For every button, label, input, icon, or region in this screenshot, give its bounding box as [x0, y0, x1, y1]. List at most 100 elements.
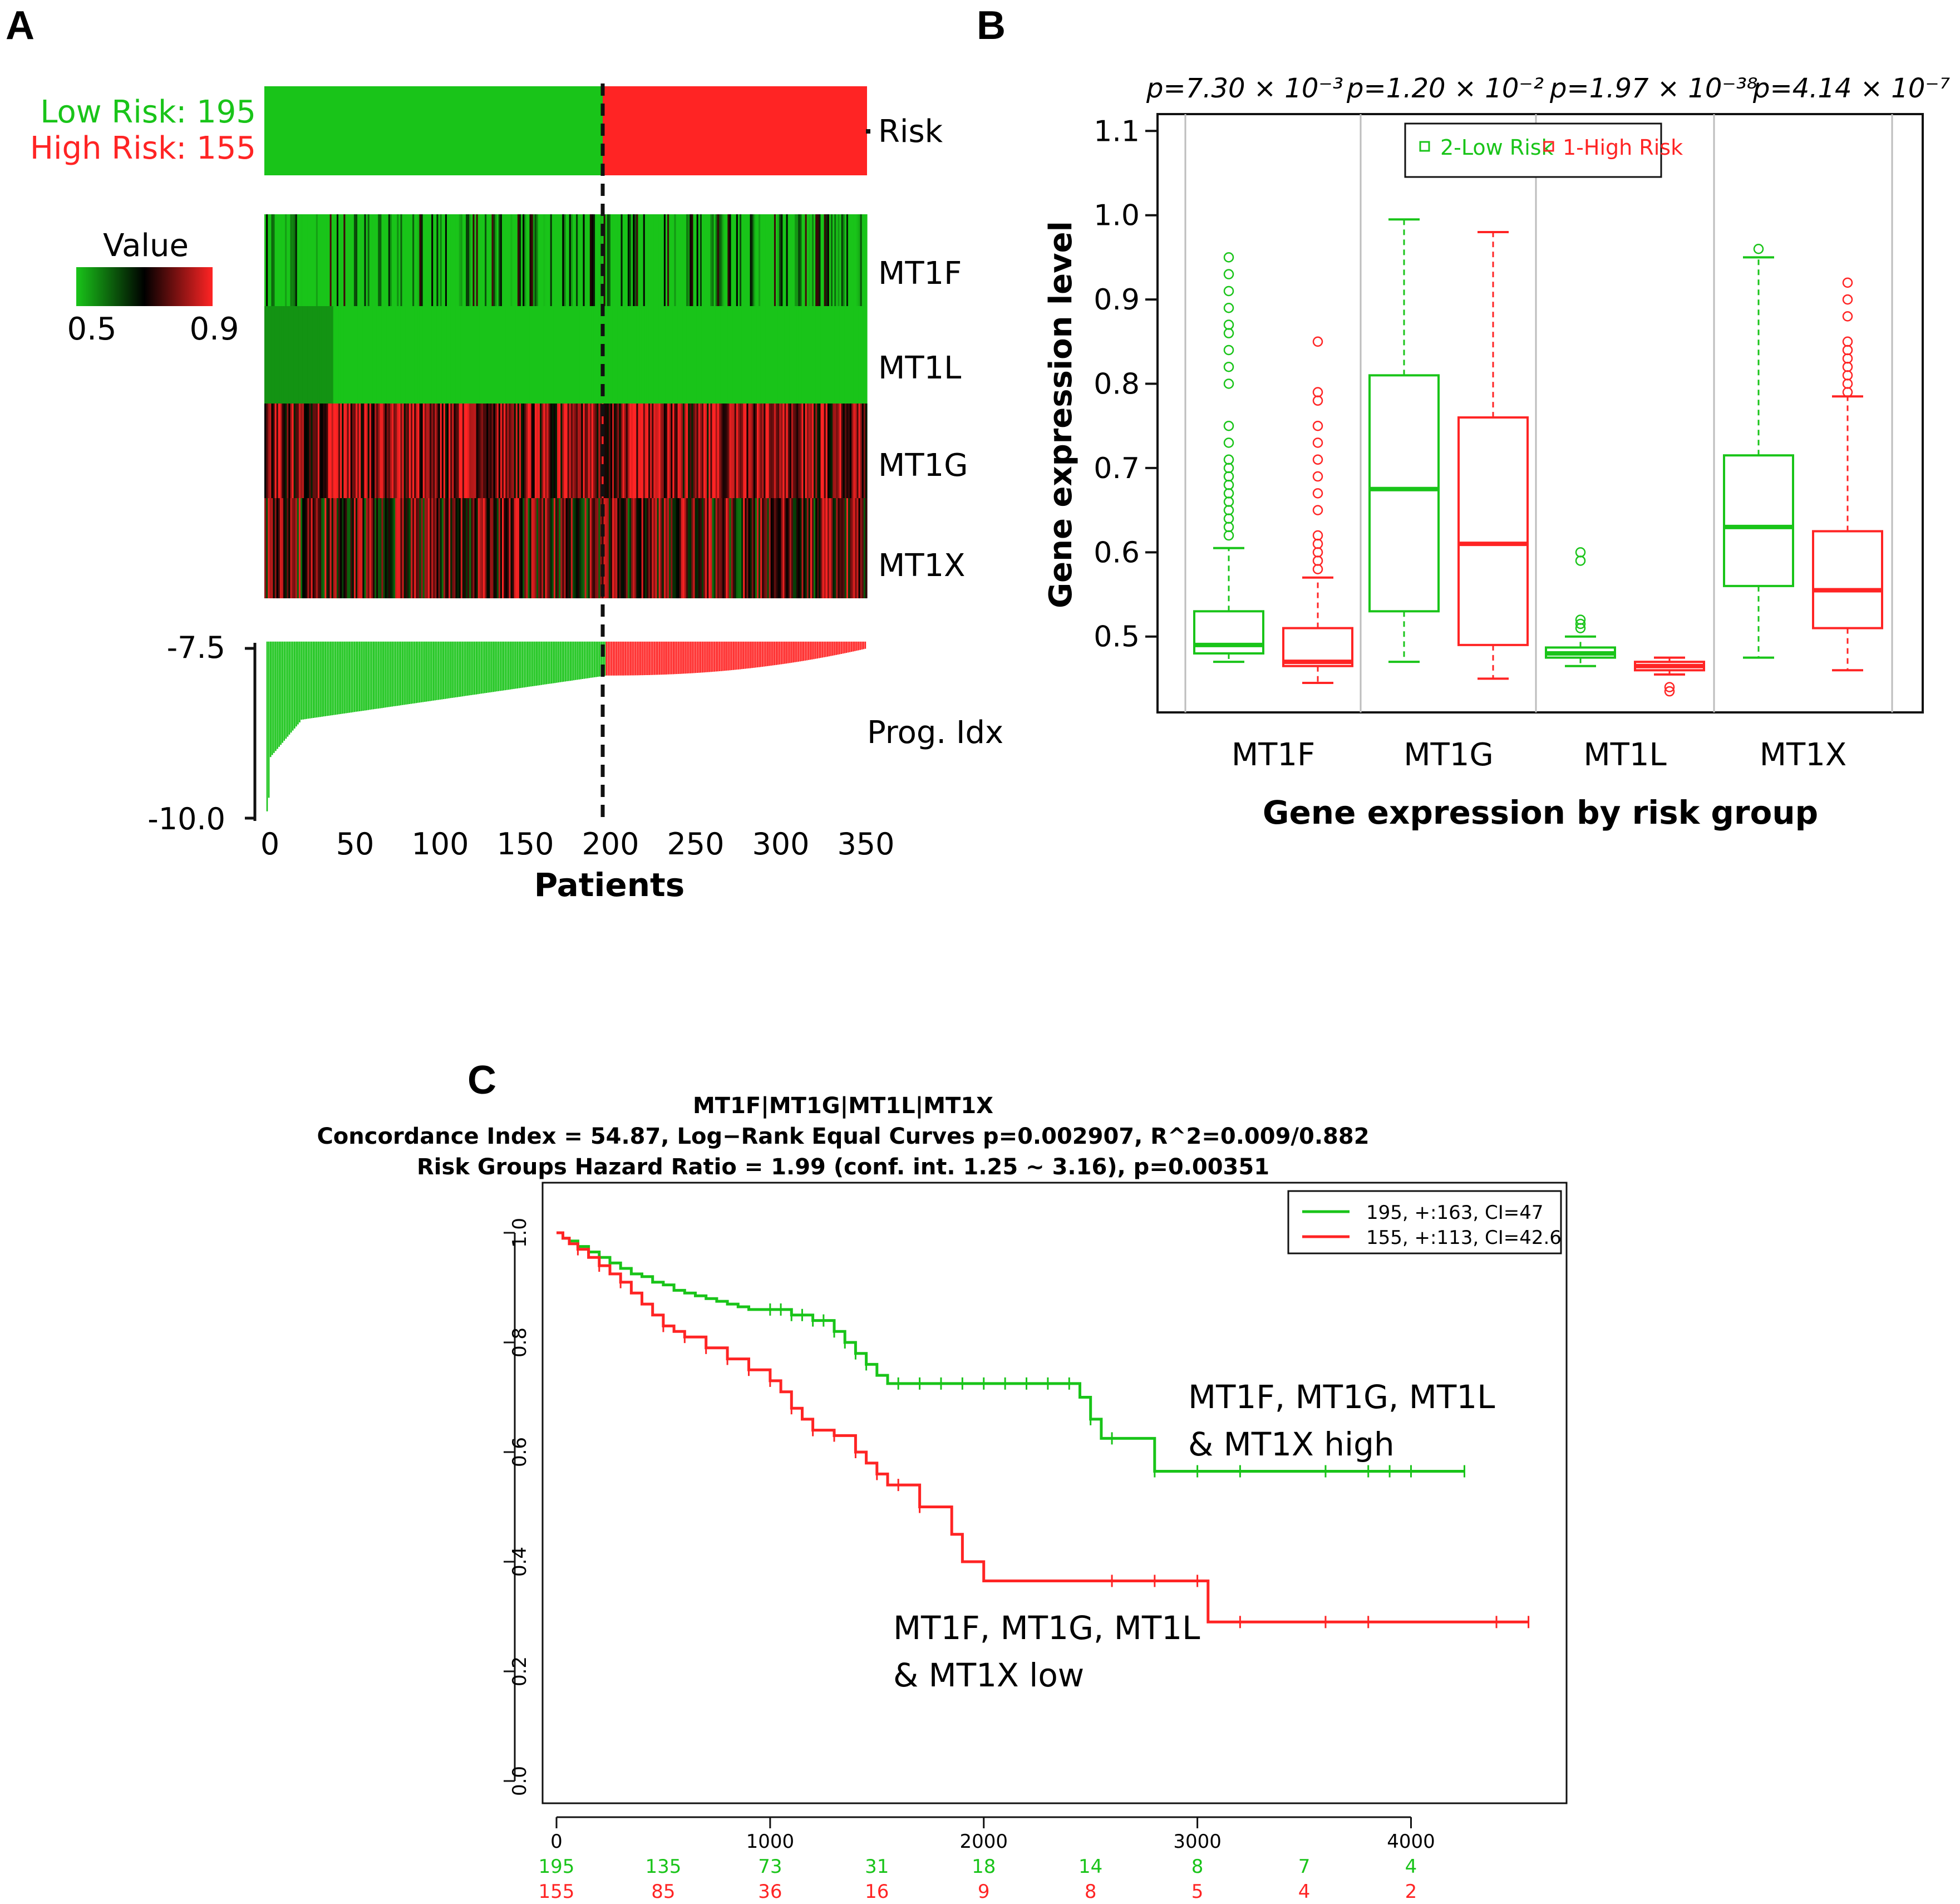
heatmap-cell — [436, 306, 439, 404]
heatmap-cell — [435, 306, 437, 404]
heatmap-cell — [411, 214, 413, 306]
heatmap-cell — [395, 214, 397, 306]
patients-axis-label: Patients — [534, 866, 685, 904]
heatmap-cell — [764, 498, 766, 598]
heatmap-cell — [347, 214, 349, 306]
heatmap-cell — [688, 214, 690, 306]
heatmap-cell — [850, 404, 852, 498]
heatmap-cell — [550, 404, 553, 498]
box-outlier — [1223, 496, 1234, 507]
heatmap-cell — [491, 498, 494, 598]
heatmap-cell — [698, 306, 701, 404]
heatmap-cell — [273, 214, 275, 306]
box-outlier — [1223, 420, 1234, 431]
heatmap-cell — [713, 214, 716, 306]
heatmap-cell — [293, 404, 296, 498]
heatmap-cell — [545, 306, 548, 404]
heatmap-cell — [317, 214, 320, 306]
heatmap-cell — [464, 404, 466, 498]
heatmap-cell — [336, 404, 339, 498]
heatmap-cell — [848, 404, 850, 498]
heatmap-cell — [457, 306, 460, 404]
heatmap-cell — [347, 404, 349, 498]
heatmap-cell — [424, 404, 427, 498]
heatmap-cell — [471, 498, 473, 598]
heatmap-cell — [737, 404, 740, 498]
heatmap-cell — [302, 404, 304, 498]
heatmap-cell — [454, 498, 456, 598]
heatmap-cell — [620, 306, 623, 404]
heatmap-cell — [400, 214, 403, 306]
heatmap-cell — [273, 404, 275, 498]
heatmap-cell — [369, 498, 372, 598]
heatmap-cell — [652, 214, 654, 306]
heatmap-cell — [677, 306, 680, 404]
heatmap-cell — [669, 404, 671, 498]
box-outlier — [1842, 370, 1853, 381]
heatmap-cell — [663, 498, 666, 598]
box-outlier — [1312, 488, 1323, 499]
heatmap-cell — [843, 404, 845, 498]
heatmap-cell — [536, 404, 539, 498]
heatmap-cell — [695, 214, 697, 306]
heatmap-cell — [696, 214, 699, 306]
heatmap-cell — [777, 214, 780, 306]
heatmap-cell — [734, 306, 737, 404]
heatmap-cell — [662, 214, 664, 306]
heatmap-cell — [390, 306, 392, 404]
heatmap-cell — [540, 498, 542, 598]
heatmap-cell — [300, 404, 303, 498]
heatmap-cell — [350, 214, 353, 306]
heatmap-cell — [583, 214, 585, 306]
heatmap-cell — [450, 404, 452, 498]
heatmap-cell — [614, 404, 616, 498]
heatmap-cell — [323, 306, 325, 404]
heatmap-cell — [803, 214, 806, 306]
heatmap-cell — [526, 214, 529, 306]
heatmap-cell — [791, 306, 794, 404]
heatmap-cell — [784, 306, 787, 404]
heatmap-cell — [691, 498, 694, 598]
heatmap-cell — [610, 306, 613, 404]
heatmap-cell — [753, 306, 756, 404]
heatmap-cell — [610, 498, 613, 598]
heatmap-cell — [266, 306, 268, 404]
heatmap-cell — [736, 214, 738, 306]
heatmap-cell — [705, 214, 707, 306]
heatmap-cell — [564, 306, 567, 404]
heatmap-cell — [856, 404, 859, 498]
heatmap-cell — [514, 306, 516, 404]
heatmap-cell — [357, 306, 360, 404]
box-outlier — [1312, 547, 1323, 558]
km-risk-low: 7 — [1298, 1856, 1311, 1878]
heatmap-cell — [353, 214, 356, 306]
colorbar-min-label: 0.5 — [67, 311, 116, 347]
heatmap-cell — [792, 404, 795, 498]
heatmap-cell — [403, 214, 406, 306]
heatmap-cell — [285, 306, 287, 404]
heatmap-cell — [378, 214, 380, 306]
heatmap-cell — [595, 214, 597, 306]
heatmap-cell — [476, 306, 479, 404]
heatmap-cell — [765, 404, 768, 498]
heatmap-cell — [658, 404, 661, 498]
heatmap-cell — [500, 498, 503, 598]
heatmap-cell — [779, 404, 781, 498]
km-curve — [557, 1231, 1465, 1473]
heatmap-cell — [644, 214, 647, 306]
heatmap-cell — [858, 498, 861, 598]
heatmap-cell — [342, 306, 344, 404]
box-outlier — [1223, 471, 1234, 482]
heatmap-cell — [696, 306, 699, 404]
box-outlier — [1223, 252, 1234, 263]
heatmap-cell — [732, 214, 735, 306]
heatmap-cell — [281, 306, 284, 404]
heatmap-cell — [696, 498, 699, 598]
heatmap-cell — [588, 214, 590, 306]
heatmap-cell — [748, 306, 751, 404]
heatmap-cell — [276, 404, 279, 498]
heatmap-cell — [548, 498, 551, 598]
heatmap-cell — [375, 404, 377, 498]
heatmap-cell — [724, 214, 726, 306]
heatmap-cell — [378, 404, 380, 498]
